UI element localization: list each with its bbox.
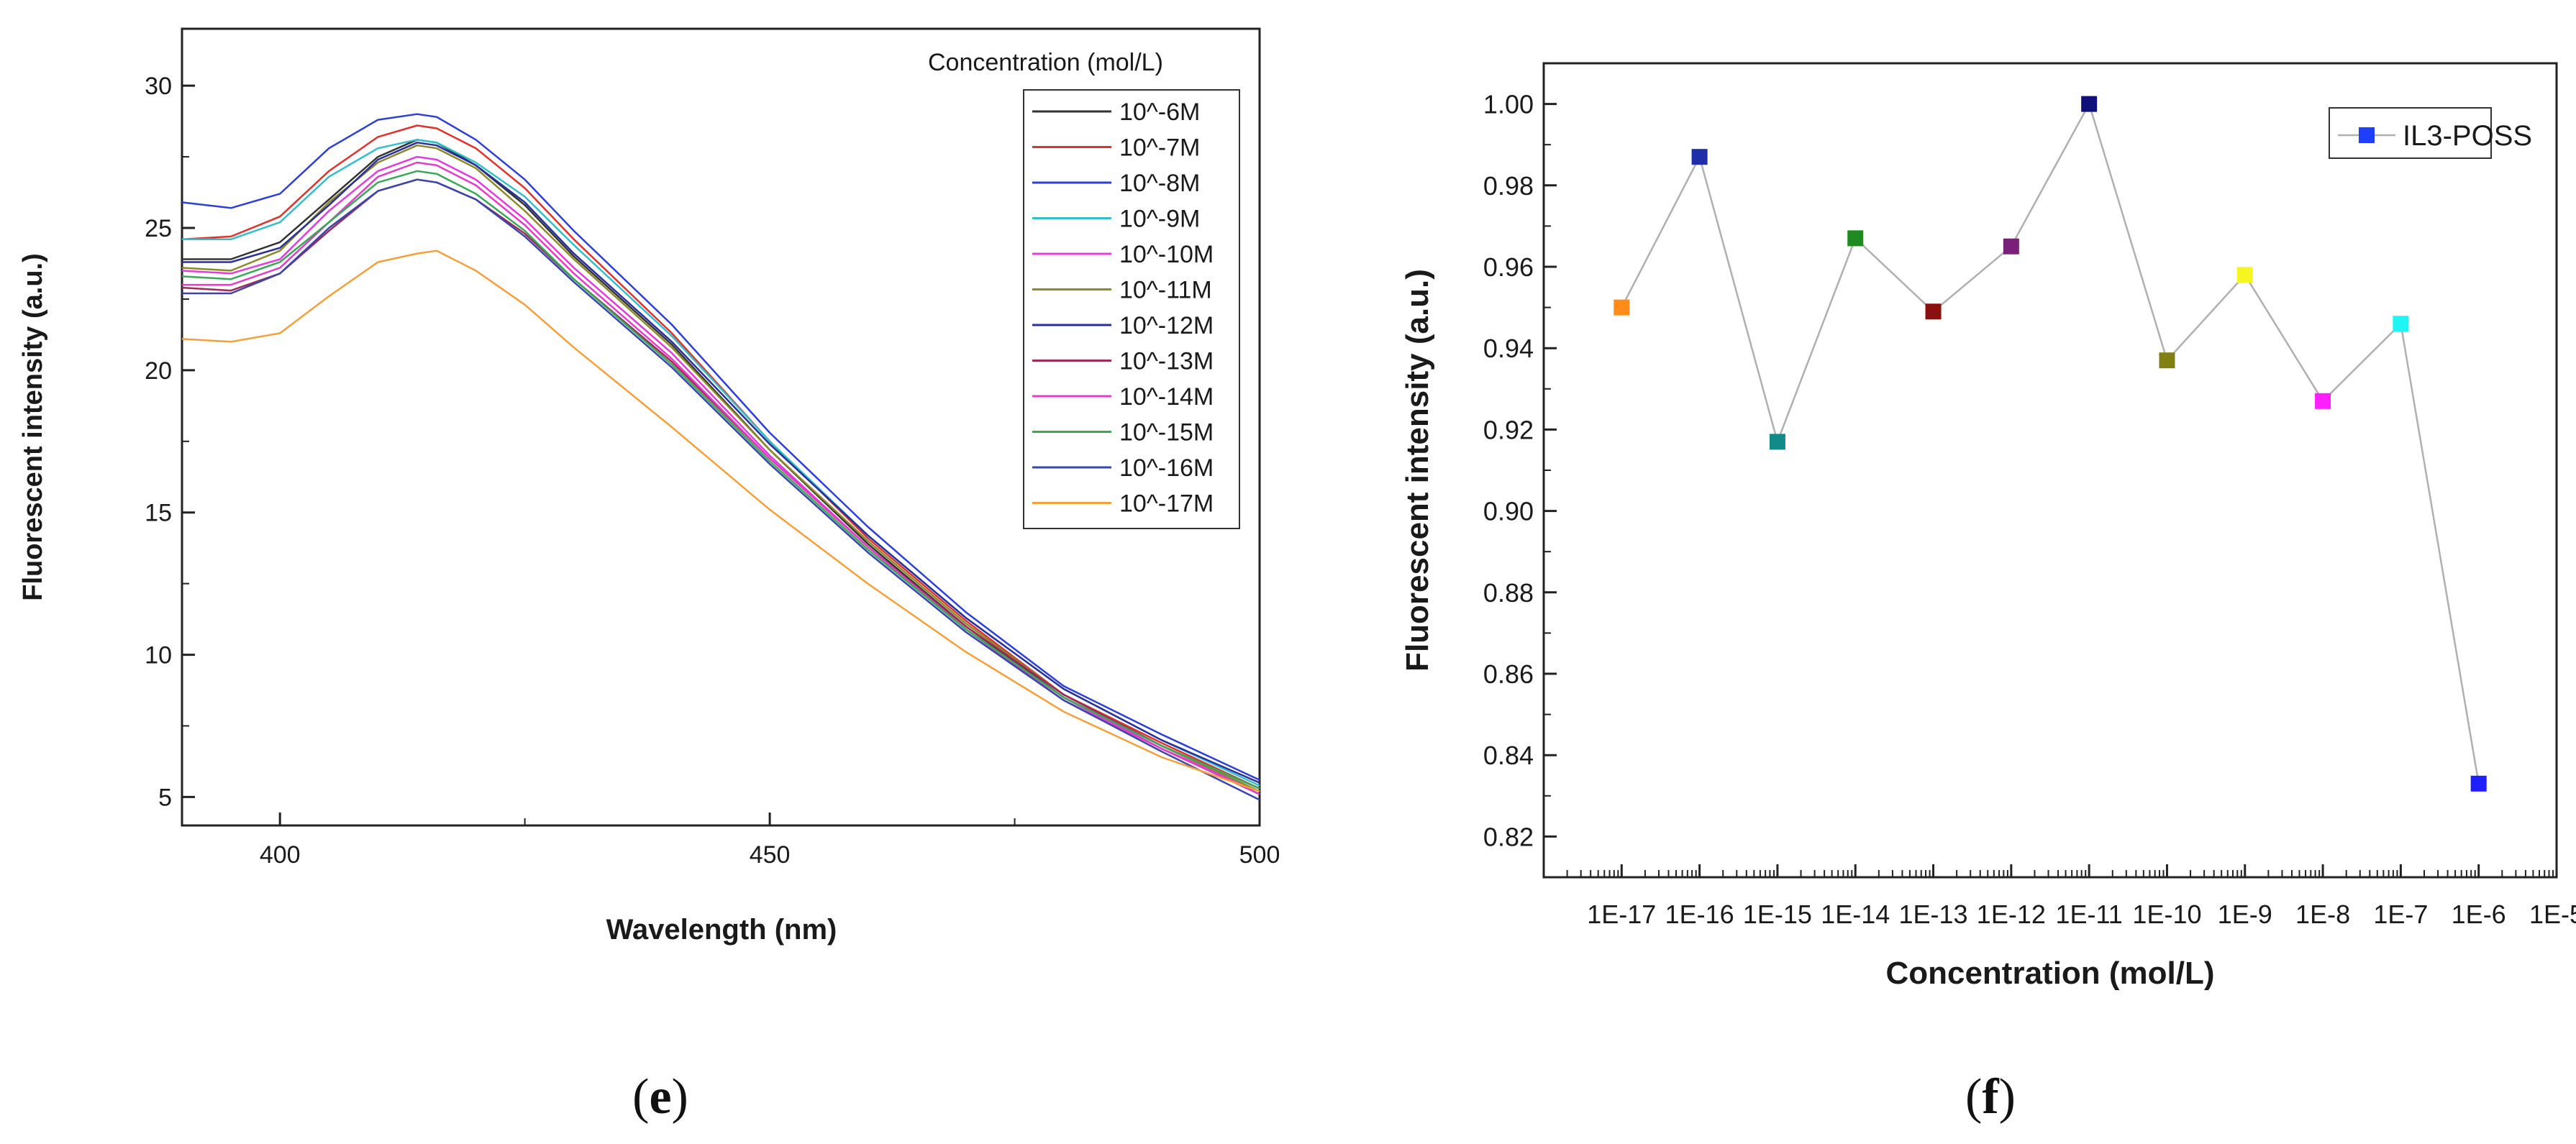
panel-e-y-axis-title: Fluorescent intensity (a.u.) bbox=[18, 253, 48, 601]
panel-e-y-tick-label: 15 bbox=[145, 500, 172, 527]
panel-e-legend-box bbox=[1023, 89, 1240, 529]
panel-f-y-tick-label: 0.98 bbox=[1483, 171, 1534, 201]
panel-f-y-axis: 0.82 0.84 0.86 0.88 0.90 0.92 0.94 0.96 0.98 1.00 bbox=[1483, 90, 1557, 851]
panel-f-y-tick-label: 1.00 bbox=[1483, 90, 1534, 119]
panel-f-data-point bbox=[1925, 303, 1942, 320]
panel-f-data-point bbox=[2159, 352, 2175, 369]
panel-e-legend-label: 10^-14M bbox=[1119, 383, 1214, 411]
panel-f-data-point bbox=[2315, 393, 2331, 409]
panel-e-series-line-11 bbox=[182, 178, 1260, 801]
panel-f-data-point bbox=[2470, 775, 2487, 792]
panel-e-legend-label: 10^-12M bbox=[1119, 312, 1214, 339]
panel-f-connecting-line bbox=[1621, 101, 2480, 784]
caption-e-open-paren: ( bbox=[632, 1069, 649, 1125]
panel-e-series-line-7 bbox=[182, 142, 1260, 784]
panel-e-x-tick-label: 450 bbox=[750, 841, 791, 869]
panel-e-plot-frame bbox=[181, 27, 1261, 827]
panel-e-legend: 10^-6M 10^-7M 10^-8M 10^-9M 10^-10M 10^-11M 10… bbox=[1032, 99, 1214, 518]
panel-f-y-tick-label: 0.88 bbox=[1483, 578, 1534, 608]
panel-e-line-chart: 5 10 15 20 25 30 400 450 500 Wavelength (nm) Fl… bbox=[18, 27, 1280, 946]
panel-e-x-axis: 400 450 500 bbox=[260, 813, 1280, 869]
panel-f-x-axis-title: Concentration (mol/L) bbox=[1885, 956, 2214, 991]
panel-f-data-point bbox=[1691, 149, 1708, 165]
panel-f-y-tick-label: 0.84 bbox=[1483, 741, 1534, 770]
panel-f-x-tick-label: 1E-14 bbox=[1821, 900, 1890, 929]
panel-e-y-axis: 5 10 15 20 25 30 bbox=[145, 73, 195, 811]
panel-f-data-point bbox=[2003, 238, 2019, 255]
panel-f-y-tick-label: 0.82 bbox=[1483, 822, 1534, 851]
panel-f-y-axis-title: Fluorescent intensity (a.u.) bbox=[1400, 269, 1435, 672]
panel-f-y-tick-label: 0.94 bbox=[1483, 334, 1534, 363]
panel-f-x-tick-label: 1E-8 bbox=[2295, 900, 2350, 929]
panel-e-legend-label: 10^-6M bbox=[1119, 99, 1200, 126]
panel-f-data-point bbox=[2393, 316, 2409, 332]
panel-f-legend-label: IL3-POSS bbox=[2403, 120, 2532, 152]
panel-f-data-point bbox=[1614, 299, 1630, 316]
panel-f-scatter-chart: 0.82 0.84 0.86 0.88 0.90 0.92 0.94 0.96 0.98 1.00… bbox=[1400, 62, 2576, 991]
panel-e-x-tick-label: 400 bbox=[260, 841, 301, 869]
panel-f-x-tick-label: 1E-5 bbox=[2529, 900, 2576, 929]
caption-f: (f) bbox=[1965, 1069, 2016, 1125]
panel-f-x-tick-label: 1E-6 bbox=[2452, 900, 2506, 929]
caption-f-open-paren: ( bbox=[1965, 1069, 1982, 1125]
caption-f-letter: f bbox=[1982, 1069, 1999, 1125]
panel-f-x-tick-label: 1E-7 bbox=[2373, 900, 2428, 929]
panel-e-legend-label: 10^-17M bbox=[1119, 490, 1214, 518]
panel-f-y-tick-label: 0.90 bbox=[1483, 497, 1534, 526]
panel-f-x-tick-label: 1E-16 bbox=[1665, 900, 1734, 929]
panel-e-y-tick-label: 25 bbox=[145, 215, 172, 242]
panel-f-data-point bbox=[1769, 434, 1785, 450]
panel-f-legend-marker bbox=[2359, 127, 2375, 143]
panel-e-legend-label: 10^-13M bbox=[1119, 348, 1214, 375]
panel-f-y-tick-label: 0.96 bbox=[1483, 252, 1534, 282]
panel-e-series-line-12 bbox=[181, 250, 1260, 792]
panel-f-y-tick-label: 0.86 bbox=[1483, 659, 1534, 689]
panel-e-series-lines bbox=[181, 113, 1260, 801]
panel-f-data-points bbox=[1614, 96, 2487, 792]
panel-e-y-tick-label: 10 bbox=[145, 642, 172, 669]
panel-f-plot-frame bbox=[1542, 62, 2558, 879]
panel-e-legend-label: 10^-16M bbox=[1119, 454, 1214, 482]
panel-e-y-tick-label: 30 bbox=[145, 73, 172, 100]
panel-e-x-tick-label: 500 bbox=[1239, 841, 1280, 869]
panel-f-data-point bbox=[2236, 267, 2253, 283]
panel-e-x-axis-title: Wavelength (nm) bbox=[606, 914, 837, 946]
panel-f-x-tick-label: 1E-10 bbox=[2132, 900, 2201, 929]
panel-e-y-tick-label: 5 bbox=[158, 784, 172, 811]
panel-e-series-line-10 bbox=[181, 170, 1260, 790]
caption-e: (e) bbox=[632, 1069, 688, 1125]
caption-e-close-paren: ) bbox=[672, 1069, 688, 1125]
panel-e-legend-label: 10^-11M bbox=[1119, 277, 1212, 304]
panel-e-series-line-8 bbox=[181, 178, 1260, 790]
panel-f-y-tick-label: 0.92 bbox=[1483, 415, 1534, 444]
panel-e-y-tick-label: 20 bbox=[145, 357, 172, 385]
panel-f-x-tick-label: 1E-15 bbox=[1743, 900, 1812, 929]
panel-e-legend-label: 10^-7M bbox=[1119, 134, 1200, 162]
panel-f-data-point bbox=[1847, 230, 1864, 247]
panel-f-x-tick-label: 1E-12 bbox=[1977, 900, 2046, 929]
panel-f-legend-box bbox=[2329, 107, 2492, 159]
panel-f-data-point bbox=[2081, 96, 2098, 112]
caption-e-letter: e bbox=[649, 1069, 671, 1125]
panel-e-legend-label: 10^-15M bbox=[1119, 419, 1214, 447]
panel-e-legend-label: 10^-8M bbox=[1119, 170, 1200, 197]
panel-e-legend-label: 10^-9M bbox=[1119, 206, 1200, 233]
panel-e-legend-title: Concentration (mol/L) bbox=[928, 49, 1163, 76]
panel-e-series-line-3 bbox=[181, 113, 1260, 781]
panel-e-series-line-2 bbox=[181, 124, 1260, 790]
panel-f-x-axis: 1E-17 1E-16 1E-15 1E-14 1E-13 1E-12 1E-11 1E-10… bbox=[1566, 864, 2576, 929]
panel-f-x-tick-label: 1E-9 bbox=[2218, 900, 2272, 929]
panel-f-x-tick-label: 1E-17 bbox=[1587, 900, 1656, 929]
caption-f-close-paren: ) bbox=[1999, 1069, 2016, 1125]
panel-f-x-tick-label: 1E-11 bbox=[2055, 900, 2122, 929]
panel-e-legend-label: 10^-10M bbox=[1119, 241, 1214, 268]
panel-f-x-tick-label: 1E-13 bbox=[1898, 900, 1967, 929]
